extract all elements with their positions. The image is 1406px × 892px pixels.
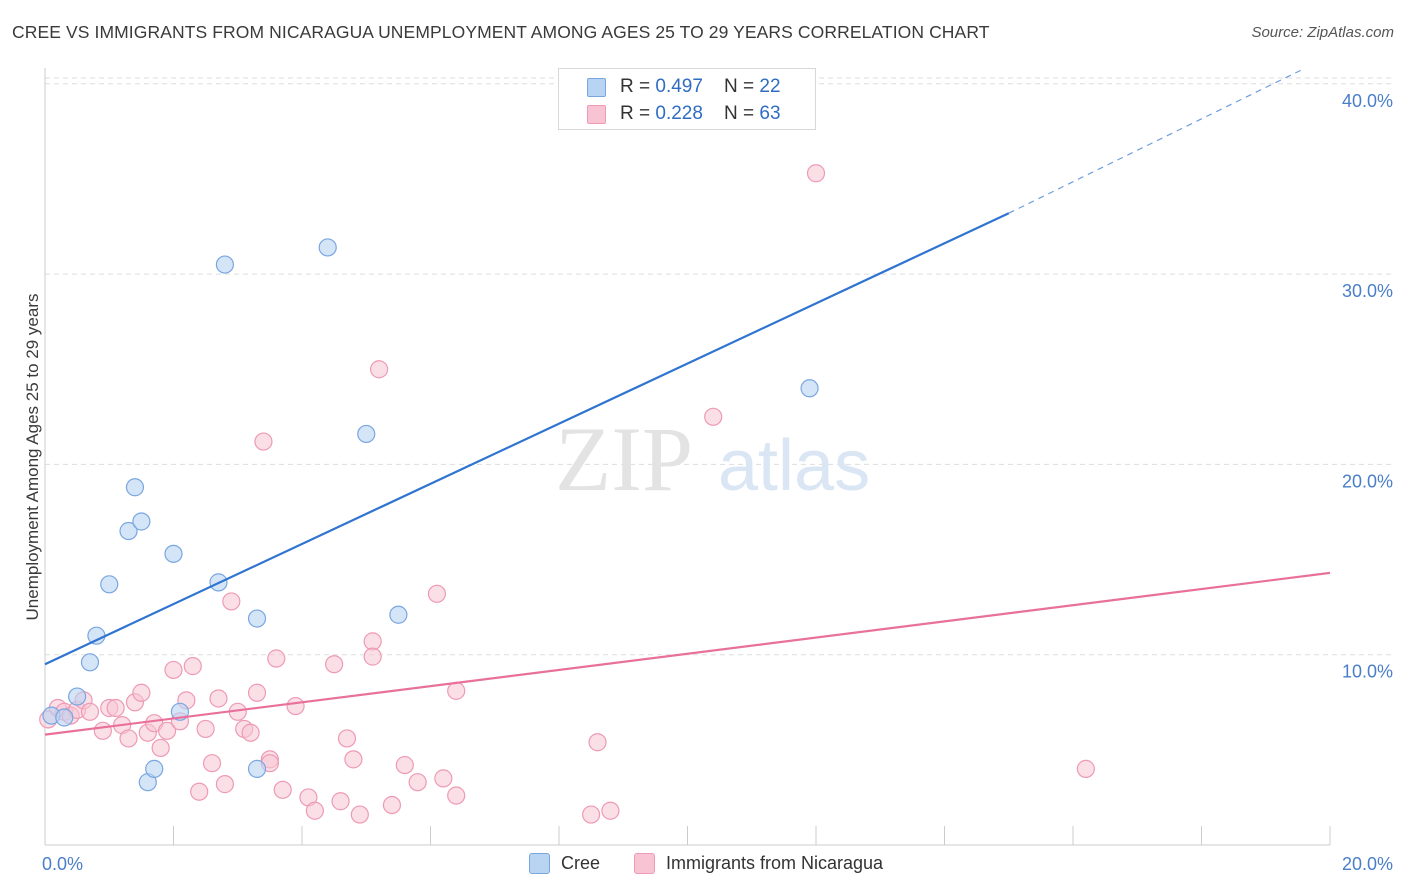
cree-point [68, 687, 87, 706]
cree-point [132, 512, 151, 531]
cree-point [100, 575, 119, 594]
chart-title: CREE VS IMMIGRANTS FROM NICARAGUA UNEMPL… [12, 22, 990, 42]
cree-point [80, 653, 100, 672]
nicaragua-point [151, 738, 170, 758]
cree-point [55, 708, 74, 727]
y-tick-label: 30.0% [1342, 281, 1393, 301]
nicaragua-trend-line [44, 571, 1331, 736]
nicaragua-point [395, 755, 414, 775]
nicaragua-point [119, 729, 138, 748]
cree-point [357, 424, 376, 444]
x-tick-label: 0.0% [42, 854, 83, 874]
nicaragua-point [273, 780, 292, 799]
y-tick-label: 40.0% [1342, 91, 1393, 111]
cree-swatch [587, 78, 606, 97]
nicaragua-point [196, 719, 215, 739]
y-tick-label: 20.0% [1342, 471, 1393, 491]
nicaragua-point [704, 407, 723, 426]
nicaragua-point [325, 655, 344, 674]
n-label: N = [724, 103, 760, 124]
cree-point [389, 605, 408, 624]
nicaragua-point [427, 584, 447, 603]
nicaragua-point [183, 657, 202, 676]
cree-swatch [529, 853, 550, 874]
nicaragua-point [305, 801, 324, 820]
series-legend: Cree Immigrants from Nicaragua [0, 852, 1406, 878]
legend-row-cree-text: R = 0.497 N = 22 [620, 76, 781, 98]
cree-points [42, 238, 819, 792]
gridlines [45, 77, 1392, 656]
r-label: R = [620, 103, 656, 124]
nicaragua-point [132, 683, 151, 702]
cree-point [247, 609, 267, 628]
watermark-atlas: atlas [718, 426, 870, 506]
nicaragua-point [247, 683, 267, 702]
nicaragua-point [601, 801, 620, 820]
nicaragua-point [222, 592, 241, 611]
cree-trend-extension [1008, 68, 1305, 214]
source-label: Source: ZipAtlas.com [1251, 24, 1394, 41]
nicaragua-point [157, 721, 177, 740]
nicaragua-point [337, 729, 357, 748]
nicaragua-swatch [587, 105, 606, 124]
y-tick-label: 10.0% [1342, 662, 1393, 682]
nicaragua-point [1076, 759, 1095, 778]
legend-label-nicaragua: Immigrants from Nicaragua [666, 853, 884, 873]
nicaragua-point [350, 805, 369, 824]
nicaragua-point [202, 754, 222, 773]
nicaragua-point [344, 750, 363, 769]
nicaragua-point [164, 660, 183, 680]
nicaragua-point [190, 782, 209, 801]
nicaragua-point [93, 721, 112, 740]
n-value: 63 [759, 103, 781, 124]
nicaragua-point [447, 786, 466, 805]
nicaragua-point [286, 696, 305, 716]
cree-point [119, 521, 138, 541]
nicaragua-point [447, 681, 466, 700]
x-tick-label: 20.0% [1342, 854, 1393, 874]
trend-lines [44, 68, 1331, 736]
r-label: R = [620, 76, 656, 97]
cree-point [164, 544, 183, 563]
watermark: ZIP atlas [555, 408, 870, 510]
nicaragua-point [254, 432, 273, 451]
nicaragua-point [408, 773, 427, 792]
stats-legend: R = 0.497 N = 22 R = 0.228 N = 63 [558, 68, 816, 130]
cree-point [215, 255, 234, 274]
nicaragua-point [434, 769, 453, 788]
nicaragua-point [370, 360, 389, 379]
cree-point [318, 238, 337, 257]
nicaragua-point [106, 698, 125, 718]
cree-point [800, 379, 819, 398]
n-value: 22 [759, 76, 781, 97]
nicaragua-point [241, 723, 260, 742]
nicaragua-point [363, 632, 382, 651]
cree-point [125, 478, 145, 497]
r-value: 0.228 [655, 103, 703, 124]
nicaragua-swatch [634, 853, 655, 874]
nicaragua-point [582, 805, 601, 824]
nicaragua-point [588, 733, 607, 752]
n-label: N = [724, 76, 760, 97]
nicaragua-point [331, 792, 350, 811]
nicaragua-point [267, 649, 286, 668]
nicaragua-point [806, 164, 826, 183]
cree-point [87, 626, 106, 645]
watermark-zip: ZIP [555, 408, 693, 510]
nicaragua-point [80, 702, 100, 721]
nicaragua-point [215, 775, 234, 794]
cree-point [145, 759, 164, 778]
cree-trend-line [44, 212, 1010, 666]
tick-labels: 10.0% 20.0% 30.0% 40.0% 0.0% 20.0% [42, 91, 1393, 874]
legend-row-nicaragua-text: R = 0.228 N = 63 [620, 103, 781, 125]
legend-label-cree: Cree [561, 853, 601, 873]
cree-point [247, 759, 267, 778]
y-axis-title: Unemployment Among Ages 25 to 29 years [23, 294, 42, 621]
nicaragua-point [363, 647, 382, 666]
nicaragua-point [382, 795, 402, 815]
nicaragua-point [209, 689, 228, 708]
r-value: 0.497 [655, 76, 703, 97]
